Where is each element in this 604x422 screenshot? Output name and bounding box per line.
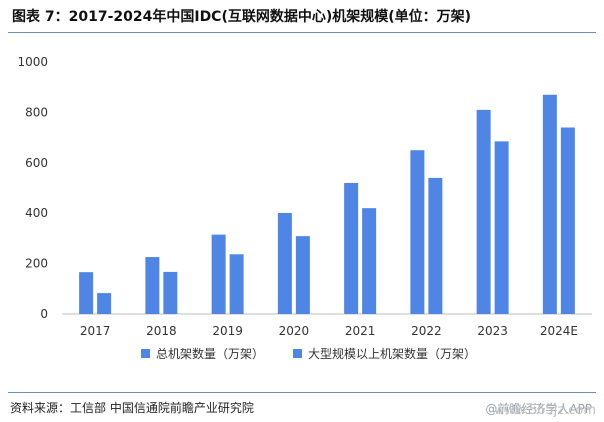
x-tick-label: 2018 <box>146 324 177 338</box>
y-tick-label: 1000 <box>17 55 48 69</box>
bar-total-racks <box>476 109 491 314</box>
y-axis-ticks: 0 200 400 600 800 1000 <box>17 55 48 321</box>
x-tick-label: 2023 <box>477 324 508 338</box>
x-tick-label: 2022 <box>411 324 442 338</box>
legend-swatch <box>141 349 150 358</box>
bar-total-racks <box>145 257 160 314</box>
footer-divider <box>8 392 596 393</box>
bar-large-racks <box>229 254 244 314</box>
bar-large-racks <box>560 127 575 315</box>
bar-large-racks <box>163 271 178 314</box>
y-tick-label: 0 <box>40 307 48 321</box>
legend-label: 总机架数量（万架） <box>156 346 264 361</box>
x-tick-label: 2024E <box>540 324 578 338</box>
bar-total-racks <box>344 182 359 314</box>
title-divider <box>8 32 596 33</box>
chart-title: 图表 7：2017-2024年中国IDC(互联网数据中心)机架规模(单位：万架) <box>12 9 472 25</box>
bar-large-racks <box>295 236 310 314</box>
bar-large-racks <box>428 177 443 314</box>
bar-total-racks <box>542 94 557 314</box>
x-tick-label: 2021 <box>345 324 376 338</box>
bar-total-racks <box>211 234 226 314</box>
watermark-brand: @前瞻经济学人APP <box>485 402 592 416</box>
legend-label: 大型规模以上机架数量（万架） <box>308 346 476 361</box>
x-tick-label: 2020 <box>279 324 310 338</box>
bar-large-racks <box>494 141 509 314</box>
y-tick-label: 400 <box>25 206 48 220</box>
source-note: 资料来源：工信部 中国信通院前瞻产业研究院 <box>10 401 254 415</box>
bar-large-racks <box>362 208 377 314</box>
bar-total-racks <box>79 272 94 314</box>
bar-total-racks <box>277 212 292 314</box>
legend: 总机架数量（万架） 大型规模以上机架数量（万架） <box>141 346 476 361</box>
bars <box>79 94 575 315</box>
y-tick-label: 200 <box>25 257 48 271</box>
legend-swatch <box>293 349 302 358</box>
x-axis-ticks: 2017 2018 2019 2020 2021 2022 2023 2024E <box>80 324 578 338</box>
bar-total-racks <box>410 150 425 314</box>
x-tick-label: 2017 <box>80 324 111 338</box>
y-tick-label: 600 <box>25 156 48 170</box>
x-tick-label: 2019 <box>212 324 243 338</box>
bar-large-racks <box>97 293 112 314</box>
y-tick-label: 800 <box>25 105 48 119</box>
watermark-site: www.565jz.com <box>494 403 596 418</box>
